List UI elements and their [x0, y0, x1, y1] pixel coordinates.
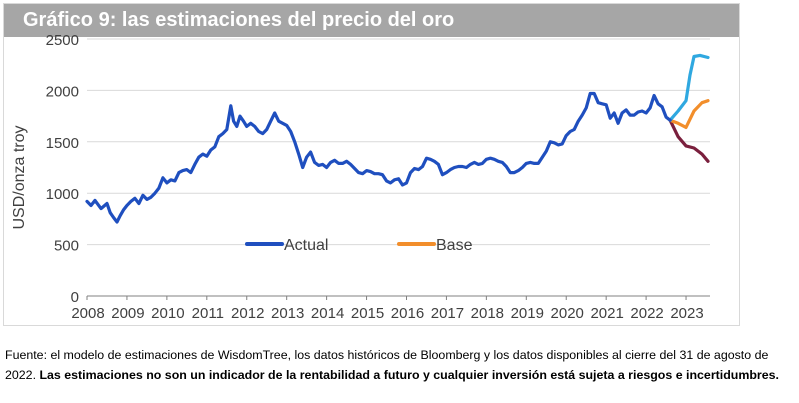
y-tick-label: 1500 [46, 135, 79, 152]
x-tick-label: 2020 [551, 305, 584, 322]
x-tick-label: 2023 [670, 305, 703, 322]
footer-note: Fuente: el modelo de estimaciones de Wis… [5, 345, 795, 385]
y-tick-label: 2500 [46, 32, 79, 49]
x-tick-label: 2012 [231, 305, 264, 322]
x-tick-label: 2016 [391, 305, 424, 322]
x-tick-label: 2013 [271, 305, 304, 322]
x-tick-label: 2015 [351, 305, 384, 322]
chart-figure: Gráfico 9: las estimaciones del precio d… [3, 3, 740, 326]
legend-label: Base [436, 237, 473, 254]
legend: Actual Base [245, 237, 473, 254]
series-layer [85, 53, 710, 224]
x-tick-label: 2008 [71, 305, 104, 322]
x-tick-label: 2019 [511, 305, 544, 322]
x-tick-label: 2014 [311, 305, 344, 322]
chart-title-bar: Gráfico 9: las estimaciones del precio d… [4, 4, 739, 37]
axes: 0 500 1000 1500 2000 2500 2008 2009 2010 2011 2012… [46, 32, 710, 322]
x-tick-label: 2011 [192, 305, 224, 322]
series-line-scenario-2 [668, 53, 710, 122]
series-line-scenario-3 [668, 118, 710, 163]
y-tick-label: 0 [71, 289, 79, 306]
x-tick-label: 2018 [471, 305, 504, 322]
series-line-actual [85, 91, 672, 224]
y-axis-label: USD/onza troy [11, 125, 28, 229]
x-tick-label: 2010 [151, 305, 184, 322]
x-tick-label: 2009 [111, 305, 144, 322]
x-tick-label: 2017 [431, 305, 464, 322]
x-tick-label: 2021 [590, 305, 623, 322]
chart-title: Gráfico 9: las estimaciones del precio d… [23, 9, 455, 31]
source-note: Fuente: el modelo de estimaciones de Wis… [5, 348, 769, 382]
chart-svg: 0 500 1000 1500 2000 2500 2008 2009 2010 2011 2012… [11, 32, 710, 322]
y-tick-label: 2000 [46, 83, 79, 100]
y-tick-label: 1000 [46, 186, 79, 203]
gridlines [87, 38, 710, 246]
series-line-base [668, 99, 710, 130]
legend-label: Actual [284, 237, 328, 254]
x-tick-label: 2022 [630, 305, 663, 322]
y-tick-label: 500 [54, 238, 79, 255]
disclaimer-note: Las estimaciones no son un indicador de … [39, 368, 779, 382]
